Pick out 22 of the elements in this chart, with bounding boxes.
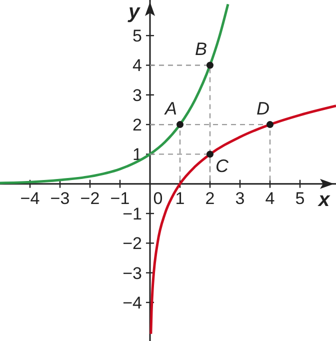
x-tick-label: 2	[205, 188, 215, 208]
x-tick-label: −4	[20, 188, 40, 208]
y-tick-label: 3	[132, 86, 142, 105]
x-tick-label: 4	[265, 188, 275, 208]
y-tick-label: −4	[122, 293, 142, 312]
annotation: D	[256, 98, 270, 119]
x-tick-label: 5	[295, 188, 305, 208]
annotation: B	[194, 39, 208, 60]
x-tick-label: −2	[80, 188, 100, 208]
y-tick-label: 2	[132, 116, 142, 135]
y-tick-label: 4	[132, 56, 142, 76]
annotation: C	[216, 156, 230, 176]
x-tick-label: 0	[153, 188, 163, 208]
y-tick-label: −3	[122, 264, 142, 283]
x-tick-label: −3	[50, 188, 70, 208]
x-axis-title: x	[317, 188, 330, 211]
y-axis-title: y	[127, 1, 140, 23]
annotation: A	[164, 98, 178, 119]
x-tick-label: 3	[235, 188, 245, 208]
y-tick-label: 5	[132, 26, 142, 46]
x-tick-label: 1	[175, 188, 185, 208]
y-tick-label: −2	[122, 234, 142, 254]
